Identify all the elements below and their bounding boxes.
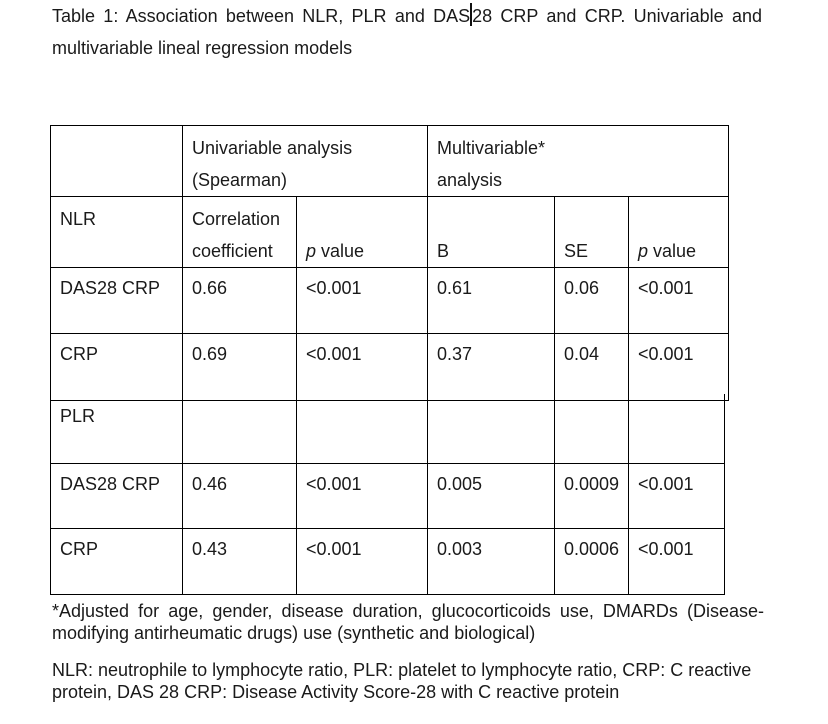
- empty-cell: [427, 394, 555, 464]
- table-row: DAS28 CRP 0.46 <0.001 0.005 0.0009 <0.00…: [50, 462, 725, 529]
- b-header-cell: B: [427, 196, 556, 268]
- correlation-coefficient-header-cell: Correlation coefficient: [182, 196, 297, 268]
- table-caption-line2: multivariable lineal regression models: [52, 38, 353, 58]
- row-label-cell: DAS28 CRP: [50, 267, 183, 334]
- row-label-cell: CRP: [50, 333, 183, 401]
- pvalue-header-cell: p value: [295, 196, 429, 268]
- value-cell: <0.001: [296, 527, 428, 595]
- empty-cell: [296, 394, 428, 464]
- value-cell: <0.001: [628, 527, 725, 595]
- value-cell: 0.46: [182, 462, 297, 529]
- caption-text-after-caret: 28 CRP and CRP. Univariable and: [472, 6, 762, 26]
- value-cell: 0.66: [182, 267, 297, 334]
- value-cell: <0.001: [628, 462, 725, 529]
- footnote-abbrev-line1: NLR: neutrophile to lymphocyte ratio, PL…: [52, 660, 752, 680]
- univariable-header-cell: Univariable analysis (Spearman): [181, 125, 429, 197]
- footnote-abbreviations: NLR: neutrophile to lymphocyte ratio, PL…: [52, 659, 764, 703]
- row-label-cell: DAS28 CRP: [50, 462, 183, 529]
- univariable-header-line2: (Spearman): [192, 170, 288, 190]
- regression-table-lower: PLR DAS28 CRP 0.46 <0.001 0.005 0.0009 <…: [50, 394, 725, 595]
- empty-cell: [628, 394, 725, 464]
- regression-table-upper: Univariable analysis (Spearman) Multivar…: [50, 125, 730, 401]
- corr-header-line2: coefficient: [192, 241, 273, 261]
- value-cell: 0.003: [427, 527, 555, 595]
- univariable-header-line1: Univariable analysis: [192, 138, 353, 158]
- value-cell: 0.0009: [554, 462, 629, 529]
- pvalue-header-cell: p value: [628, 196, 730, 268]
- table-caption: Table 1: Association between NLR, PLR an…: [52, 0, 762, 64]
- value-cell: 0.61: [427, 267, 556, 334]
- caption-text-before-caret: Table 1: Association between NLR, PLR an…: [52, 6, 471, 26]
- value-cell: 0.005: [427, 462, 555, 529]
- table-row: Univariable analysis (Spearman) Multivar…: [50, 125, 730, 197]
- corner-cell: [50, 125, 183, 197]
- footnote-adjusted: *Adjusted for age, gender, disease durat…: [52, 600, 764, 644]
- value-cell: 0.06: [554, 267, 630, 334]
- value-cell: <0.001: [296, 462, 428, 529]
- value-cell: 0.43: [182, 527, 297, 595]
- corr-header-line1: Correlation: [192, 209, 281, 229]
- value-cell: 0.04: [554, 333, 630, 401]
- row-label-cell: CRP: [50, 527, 183, 595]
- table-caption-line1: Table 1: Association between NLR, PLR an…: [52, 0, 762, 32]
- table-row: DAS28 CRP 0.66 <0.001 0.61 0.06 <0.001: [50, 267, 730, 334]
- footnote-abbrev-line2: protein, DAS 28 CRP: Disease Activity Sc…: [52, 682, 620, 702]
- table-row: CRP 0.43 <0.001 0.003 0.0006 <0.001: [50, 527, 725, 595]
- empty-cell: [554, 394, 629, 464]
- multivariable-header-line1: Multivariable*: [437, 138, 546, 158]
- plr-section-label-cell: PLR: [50, 394, 183, 464]
- value-cell: <0.001: [295, 267, 429, 334]
- text-caret: [470, 3, 473, 26]
- table-row: PLR: [50, 394, 725, 464]
- footnote-adjusted-line1: *Adjusted for age, gender, disease durat…: [52, 601, 764, 621]
- value-cell: <0.001: [295, 333, 429, 401]
- value-cell: <0.001: [628, 333, 730, 401]
- footnote-adjusted-line2: modifying antirheumatic drugs) use (synt…: [52, 623, 536, 643]
- value-cell: 0.37: [427, 333, 556, 401]
- multivariable-header-line2: analysis: [437, 170, 503, 190]
- value-cell: <0.001: [628, 267, 730, 334]
- table-row: CRP 0.69 <0.001 0.37 0.04 <0.001: [50, 333, 730, 401]
- empty-cell: [182, 394, 297, 464]
- nlr-section-label-cell: NLR: [50, 196, 183, 268]
- table-row: NLR Correlation coefficient p value B SE: [50, 196, 730, 268]
- multivariable-header-cell: Multivariable* analysis: [427, 125, 730, 197]
- value-cell: 0.69: [182, 333, 297, 401]
- se-header-cell: SE: [554, 196, 630, 268]
- value-cell: 0.0006: [554, 527, 629, 595]
